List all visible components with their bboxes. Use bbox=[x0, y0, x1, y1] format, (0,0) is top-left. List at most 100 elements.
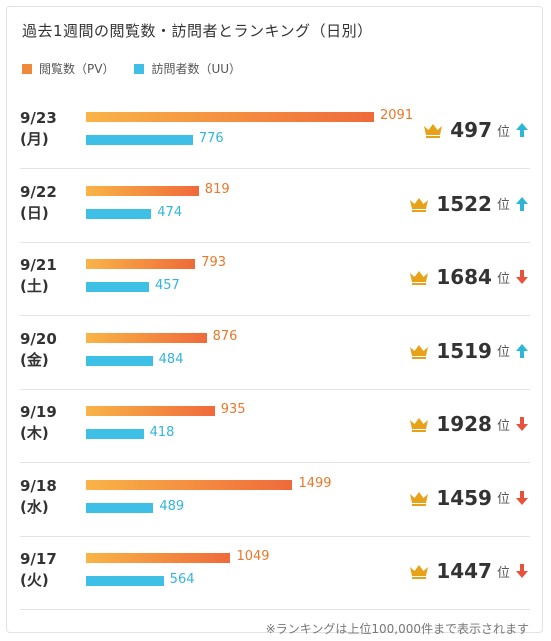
day-date: 9/22 (日) bbox=[20, 182, 76, 224]
day-row: 9/18 (水) 1499 489 1459 位 bbox=[20, 464, 530, 537]
date-label: 9/17 bbox=[20, 550, 57, 568]
pv-bar bbox=[86, 553, 231, 563]
panel-title: 過去1週間の閲覧数・訪問者とランキング（日別） bbox=[22, 22, 373, 40]
rank-unit: 位 bbox=[496, 492, 510, 507]
date-label: 9/20 bbox=[20, 329, 57, 348]
uu-bar bbox=[86, 355, 153, 366]
crown-icon bbox=[410, 565, 429, 579]
footnote: ※ランキングは上位100,000件まで表示されます bbox=[265, 622, 529, 636]
rank: 1522 位 bbox=[409, 190, 528, 218]
stats-panel bbox=[6, 6, 543, 633]
pv-bar bbox=[86, 112, 374, 122]
pv-value: 1499 bbox=[298, 475, 332, 491]
date-label: 9/23 bbox=[20, 109, 57, 127]
rank-unit: 位 bbox=[496, 271, 510, 287]
day-row: 9/21 (土) 793 457 1684 位 bbox=[20, 243, 530, 316]
crown-icon bbox=[410, 197, 429, 212]
weekday-label: (月) bbox=[20, 130, 49, 148]
pv-bar bbox=[86, 479, 293, 490]
legend: 閲覧数（PV） 訪問者数（UU） bbox=[22, 60, 261, 77]
rank-number: 1684 bbox=[436, 265, 492, 289]
uu-value: 564 bbox=[169, 572, 195, 587]
date-label: 9/21 bbox=[20, 256, 57, 274]
crown-icon bbox=[410, 271, 429, 285]
rank: 497 位 bbox=[423, 116, 528, 144]
weekday-label: (木) bbox=[20, 424, 49, 442]
day-date: 9/17 (火) bbox=[20, 549, 76, 591]
day-date: 9/23 (月) bbox=[20, 108, 76, 150]
weekday-label: (土) bbox=[20, 277, 49, 295]
arrow-up-icon bbox=[516, 343, 528, 358]
legend-pv: 閲覧数（PV） bbox=[22, 60, 114, 77]
uu-value: 474 bbox=[157, 204, 183, 220]
rank-number: 1928 bbox=[436, 412, 492, 436]
arrow-down-icon bbox=[516, 417, 528, 431]
uu-bar bbox=[86, 135, 193, 145]
day-date: 9/19 (木) bbox=[20, 402, 76, 444]
day-row: 9/22 (日) 819 474 1522 位 bbox=[20, 170, 530, 243]
arrow-down-icon bbox=[516, 490, 528, 505]
day-row: 9/19 (木) 935 418 1928 位 bbox=[20, 390, 530, 463]
date-label: 9/18 bbox=[20, 476, 57, 495]
uu-value: 489 bbox=[159, 498, 185, 514]
day-date: 9/21 (土) bbox=[20, 255, 76, 297]
rank-unit: 位 bbox=[496, 565, 510, 581]
legend-uu-label: 訪問者数（UU） bbox=[151, 62, 242, 76]
date-label: 9/22 bbox=[20, 182, 57, 201]
crown-icon bbox=[424, 124, 443, 138]
crown-icon bbox=[410, 344, 429, 359]
day-date: 9/20 (金) bbox=[20, 329, 76, 371]
arrow-down-icon bbox=[516, 564, 528, 578]
pv-value: 2091 bbox=[380, 108, 414, 123]
uu-bar bbox=[86, 208, 152, 219]
uu-bar bbox=[86, 576, 164, 586]
rank: 1928 位 bbox=[409, 410, 528, 438]
crown-icon bbox=[410, 418, 429, 432]
pv-value: 819 bbox=[204, 181, 230, 197]
legend-pv-label: 閲覧数（PV） bbox=[39, 62, 115, 76]
rank-number: 497 bbox=[450, 118, 492, 142]
arrow-down-icon bbox=[516, 270, 528, 284]
weekday-label: (日) bbox=[20, 203, 49, 222]
weekday-label: (金) bbox=[20, 350, 49, 369]
uu-value: 457 bbox=[154, 278, 180, 293]
uu-value: 484 bbox=[158, 351, 184, 367]
uu-value: 418 bbox=[149, 425, 175, 440]
pv-value: 793 bbox=[201, 255, 227, 270]
day-row: 9/23 (月) 2091 776 497 位 bbox=[20, 96, 530, 169]
day-date: 9/18 (水) bbox=[20, 476, 76, 518]
rank: 1519 位 bbox=[409, 337, 528, 365]
rank: 1459 位 bbox=[409, 484, 528, 512]
rank: 1684 位 bbox=[409, 263, 528, 291]
pv-bar bbox=[86, 332, 207, 343]
uu-bar bbox=[86, 282, 149, 292]
rank-number: 1522 bbox=[436, 191, 492, 216]
rank-unit: 位 bbox=[496, 198, 510, 213]
rank-unit: 位 bbox=[496, 345, 510, 360]
legend-pv-swatch bbox=[22, 63, 32, 74]
pv-bar bbox=[86, 406, 215, 416]
pv-bar bbox=[86, 259, 196, 269]
uu-value: 776 bbox=[198, 131, 224, 146]
legend-uu-swatch bbox=[134, 63, 145, 74]
rank-number: 1447 bbox=[436, 559, 492, 583]
day-row: 9/20 (金) 876 484 1519 位 bbox=[20, 317, 530, 390]
pv-value: 935 bbox=[220, 402, 246, 417]
rank-unit: 位 bbox=[496, 124, 510, 140]
rank-unit: 位 bbox=[496, 418, 510, 434]
rank: 1447 位 bbox=[409, 557, 528, 585]
arrow-up-icon bbox=[516, 123, 528, 137]
pv-value: 1049 bbox=[236, 549, 270, 564]
date-label: 9/19 bbox=[20, 403, 57, 421]
rank-number: 1519 bbox=[436, 338, 492, 363]
rank-number: 1459 bbox=[436, 485, 492, 510]
weekday-label: (水) bbox=[20, 497, 49, 516]
uu-bar bbox=[86, 429, 144, 439]
weekday-label: (火) bbox=[20, 571, 49, 589]
legend-uu: 訪問者数（UU） bbox=[134, 60, 241, 77]
uu-bar bbox=[86, 502, 154, 513]
pv-bar bbox=[86, 185, 199, 196]
day-row: 9/17 (火) 1049 564 1447 位 bbox=[20, 537, 530, 610]
pv-value: 876 bbox=[212, 328, 238, 344]
arrow-up-icon bbox=[516, 196, 528, 211]
